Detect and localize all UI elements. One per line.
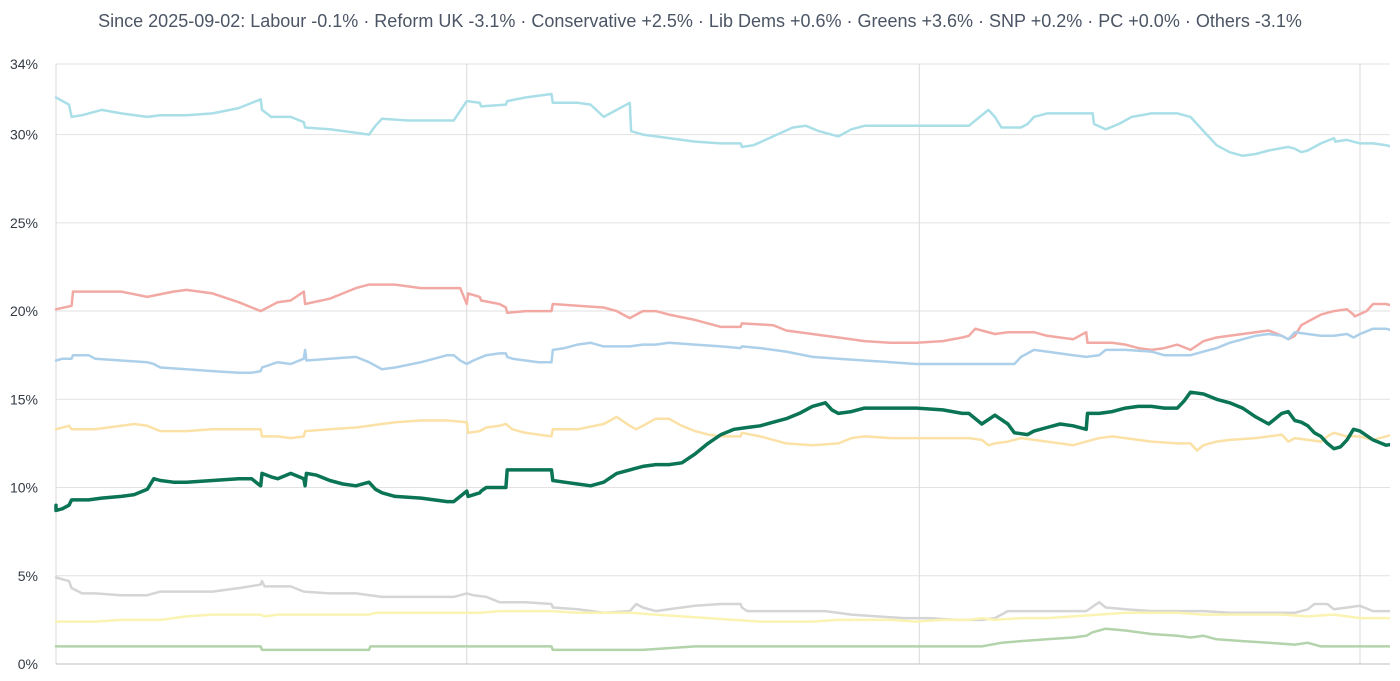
- y-tick-label: 30%: [10, 127, 38, 143]
- series-line: [54, 576, 1390, 622]
- series-lines: [54, 92, 1390, 652]
- series-line: [54, 609, 1390, 623]
- y-axis-labels: 0% 5% 10% 15% 20% 25% 30% 34%: [10, 56, 38, 672]
- chart-title: Since 2025-09-02: Labour -0.1% · Reform …: [98, 11, 1302, 31]
- y-tick-label: 20%: [10, 303, 38, 319]
- y-tick-label: 5%: [18, 568, 38, 584]
- series-line: [54, 283, 1390, 352]
- series-line: [54, 627, 1390, 652]
- y-tick-label: 25%: [10, 215, 38, 231]
- grid: [55, 63, 1390, 664]
- y-tick-label: 34%: [10, 56, 38, 72]
- series-line: [54, 415, 1390, 452]
- series-line: [54, 92, 1390, 158]
- y-tick-label: 10%: [10, 480, 38, 496]
- series-line: [54, 327, 1390, 375]
- y-tick-label: 0%: [18, 656, 38, 672]
- series-line: [54, 390, 1390, 513]
- y-tick-label: 15%: [10, 391, 38, 407]
